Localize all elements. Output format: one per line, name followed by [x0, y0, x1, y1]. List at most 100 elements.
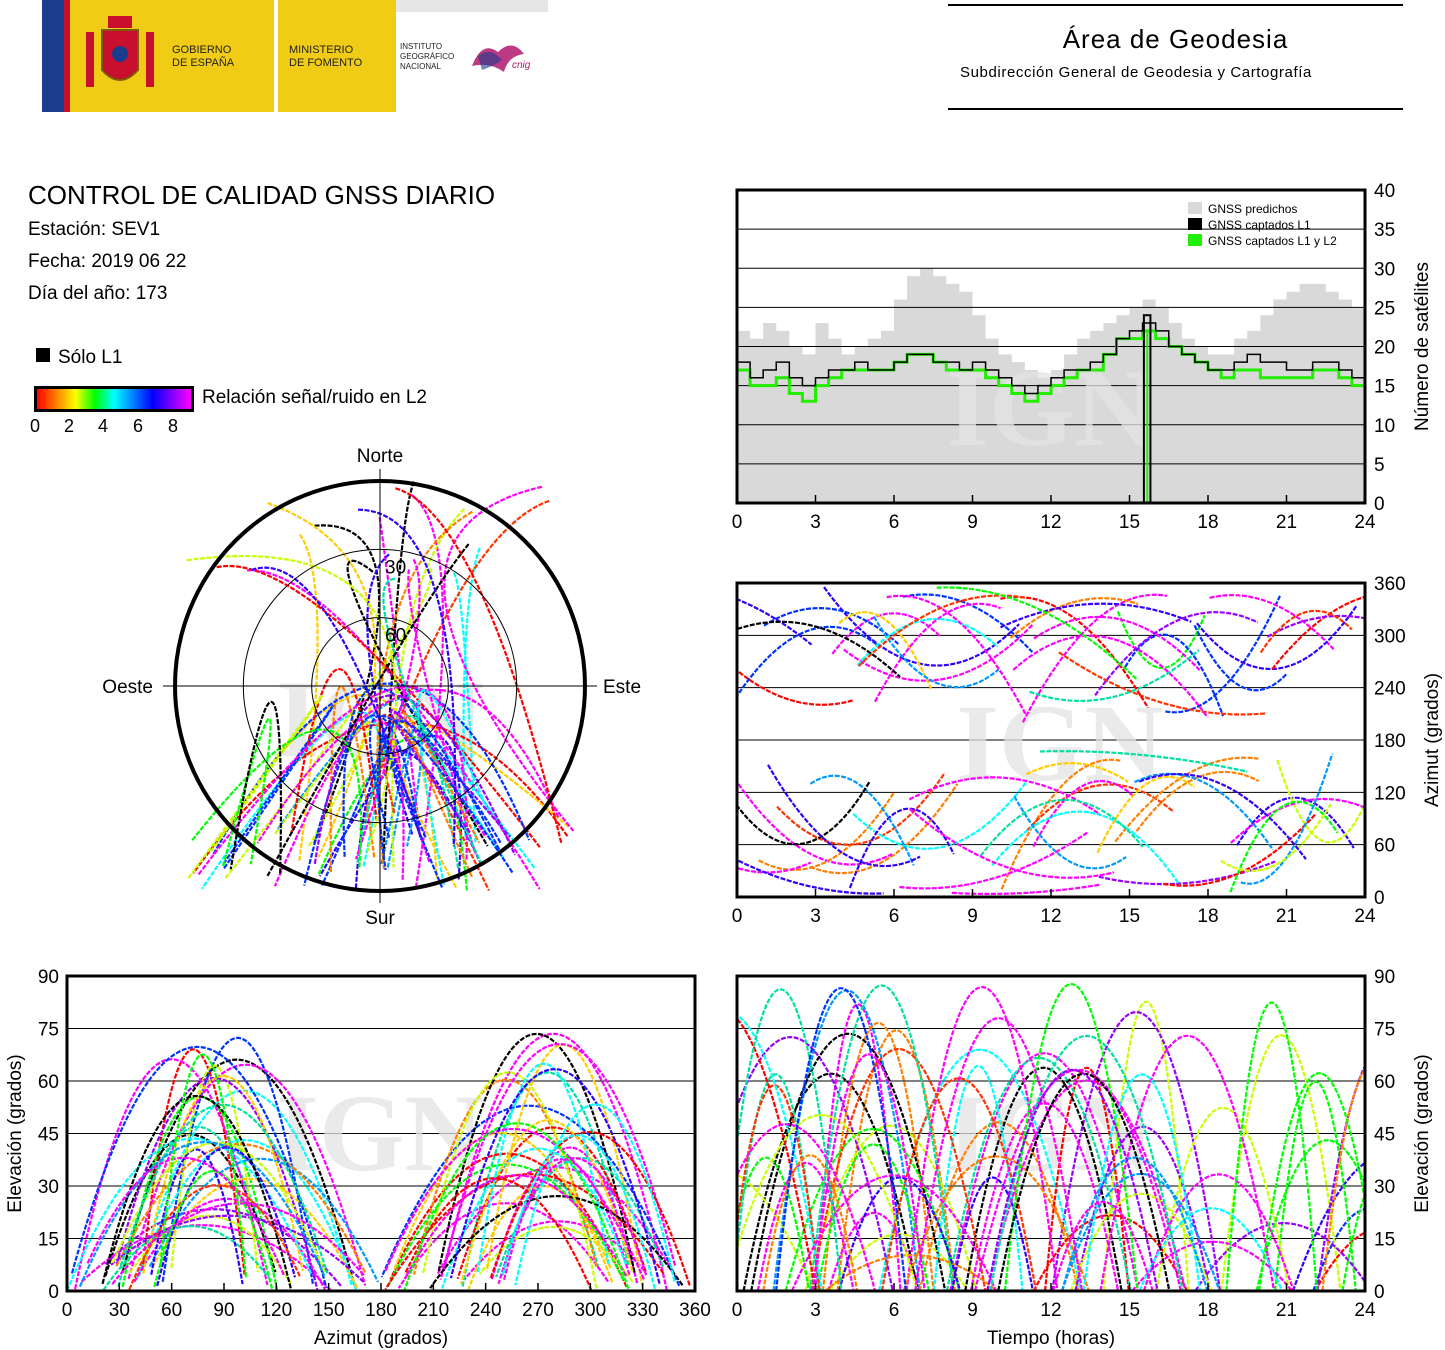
elevation-time-track: [737, 1113, 919, 1291]
y-tick-label: 120: [1374, 783, 1406, 804]
elevation-track: [449, 1068, 661, 1284]
report-title: CONTROL DE CALIDAD GNSS DIARIO: [28, 180, 496, 210]
azimuth-track: [1094, 611, 1259, 696]
azimuth-track: [758, 791, 896, 871]
x-tick-label: 60: [161, 1300, 182, 1321]
satellite-track: [391, 508, 466, 868]
y-axis-label: Azimut (grados): [1422, 673, 1443, 807]
azimuth-track: [1196, 605, 1358, 670]
x-tick-label: 6: [889, 1300, 900, 1321]
legend-swatch: [1188, 202, 1202, 214]
elevation-track: [142, 1075, 304, 1275]
ign-watermark: IGN: [946, 347, 1154, 469]
elevation-time-track: [1142, 1173, 1295, 1291]
satellite-track: [196, 685, 468, 877]
horizon-circle: [173, 479, 587, 893]
azimuth-track: [831, 612, 941, 655]
x-tick-label: 6: [889, 906, 900, 927]
drop-marker: [1142, 314, 1152, 503]
y-tick-label: 180: [1374, 731, 1406, 752]
x-tick-label: 120: [260, 1300, 292, 1321]
elevation-track: [104, 1208, 343, 1288]
elevation-track: [412, 1078, 598, 1275]
y-tick-label: 45: [38, 1125, 59, 1146]
satellite-track: [187, 693, 324, 879]
elevation-track: [422, 1071, 598, 1289]
spain-flag-strip: [42, 0, 64, 112]
x-tick-label: 21: [1276, 1300, 1297, 1321]
elevation-track: [467, 1185, 612, 1290]
azimuth-track: [1124, 633, 1225, 717]
elevation-time-track: [973, 1068, 1182, 1291]
elevation-track: [501, 1134, 656, 1290]
satellite-track: [393, 720, 570, 889]
header-top-rule: [948, 4, 1403, 6]
satellite-track: [443, 485, 575, 832]
x-tick-label: 21: [1276, 512, 1297, 533]
satellite-track: [382, 481, 415, 862]
azimuth-track: [909, 808, 1115, 879]
x-tick-label: 6: [889, 512, 900, 533]
x-tick-label: 9: [967, 512, 978, 533]
azimuth-track: [1000, 602, 1192, 629]
x-tick-label: 3: [810, 906, 821, 927]
gov-line1: GOBIERNO: [172, 44, 232, 56]
elevation-track: [463, 1220, 646, 1281]
satellite-track: [346, 559, 489, 847]
y-tick-label: 40: [1374, 181, 1395, 202]
satellite-track: [378, 516, 422, 838]
y-tick-label: 5: [1374, 455, 1385, 476]
x-tick-label: 0: [732, 512, 743, 533]
y-tick-label: 30: [1374, 259, 1395, 280]
elevation-time-track: [1225, 1001, 1318, 1291]
azimuth-track: [767, 764, 921, 867]
satellite-track: [354, 558, 421, 860]
y-tick-label: 90: [1374, 967, 1395, 988]
x-tick-label: 15: [1119, 906, 1140, 927]
elevation-track: [436, 1166, 674, 1276]
elevation-time-track: [1138, 1207, 1284, 1291]
elevation-time-track: [750, 1032, 947, 1291]
satellite-track: [403, 712, 481, 878]
satellite-track: [342, 687, 501, 858]
x-tick-label: 90: [213, 1300, 234, 1321]
elevation-time-track: [810, 1048, 987, 1291]
azimuth-track: [823, 586, 1020, 667]
azimuth-track: [1025, 762, 1129, 783]
area-subtitle: Subdirección General de Geodesia y Carto…: [960, 64, 1312, 81]
satellite-count-chart: IGN GNSS predichos GNSS captados L1 GNSS ca…: [732, 181, 1433, 533]
satellite-track: [317, 736, 468, 891]
azimuth-track: [1000, 758, 1121, 890]
x-tick-label: 12: [1040, 512, 1061, 533]
azimuth-track: [1266, 614, 1365, 638]
y-tick-label: 240: [1374, 679, 1406, 700]
satellite-track: [368, 714, 514, 874]
azimuth-time-frame-frame: [735, 581, 1367, 899]
elevation-time-track: [902, 1155, 1090, 1291]
y-tick-label: 0: [1374, 1282, 1385, 1303]
legend-label: GNSS captados L1 y L2: [1208, 234, 1337, 248]
label-oeste: Oeste: [102, 677, 153, 698]
azimuth-track: [1240, 753, 1334, 885]
doy-label: Día del año: 173: [28, 283, 168, 304]
azimuth-track: [737, 781, 871, 846]
x-tick-label: 24: [1354, 512, 1376, 533]
elevation-time-track: [950, 1176, 1034, 1291]
azimuth-track: [737, 779, 893, 866]
azimuth-track: [1193, 624, 1288, 692]
elevation-time-frame: [735, 974, 1367, 1293]
azimuth-track: [857, 594, 1026, 667]
ministry-block: [278, 0, 396, 112]
elevation-time-track: [1003, 983, 1139, 1291]
elevation-time-track: [1043, 1066, 1130, 1291]
azimuth-time-frame: [735, 581, 1367, 899]
y-tick-label: 25: [1374, 298, 1395, 319]
satellite-track: [274, 721, 372, 848]
azimuth-track: [1138, 773, 1307, 860]
elevation-track: [115, 1142, 367, 1274]
elevation-track: [150, 1148, 244, 1285]
azimuth-track: [838, 611, 932, 690]
